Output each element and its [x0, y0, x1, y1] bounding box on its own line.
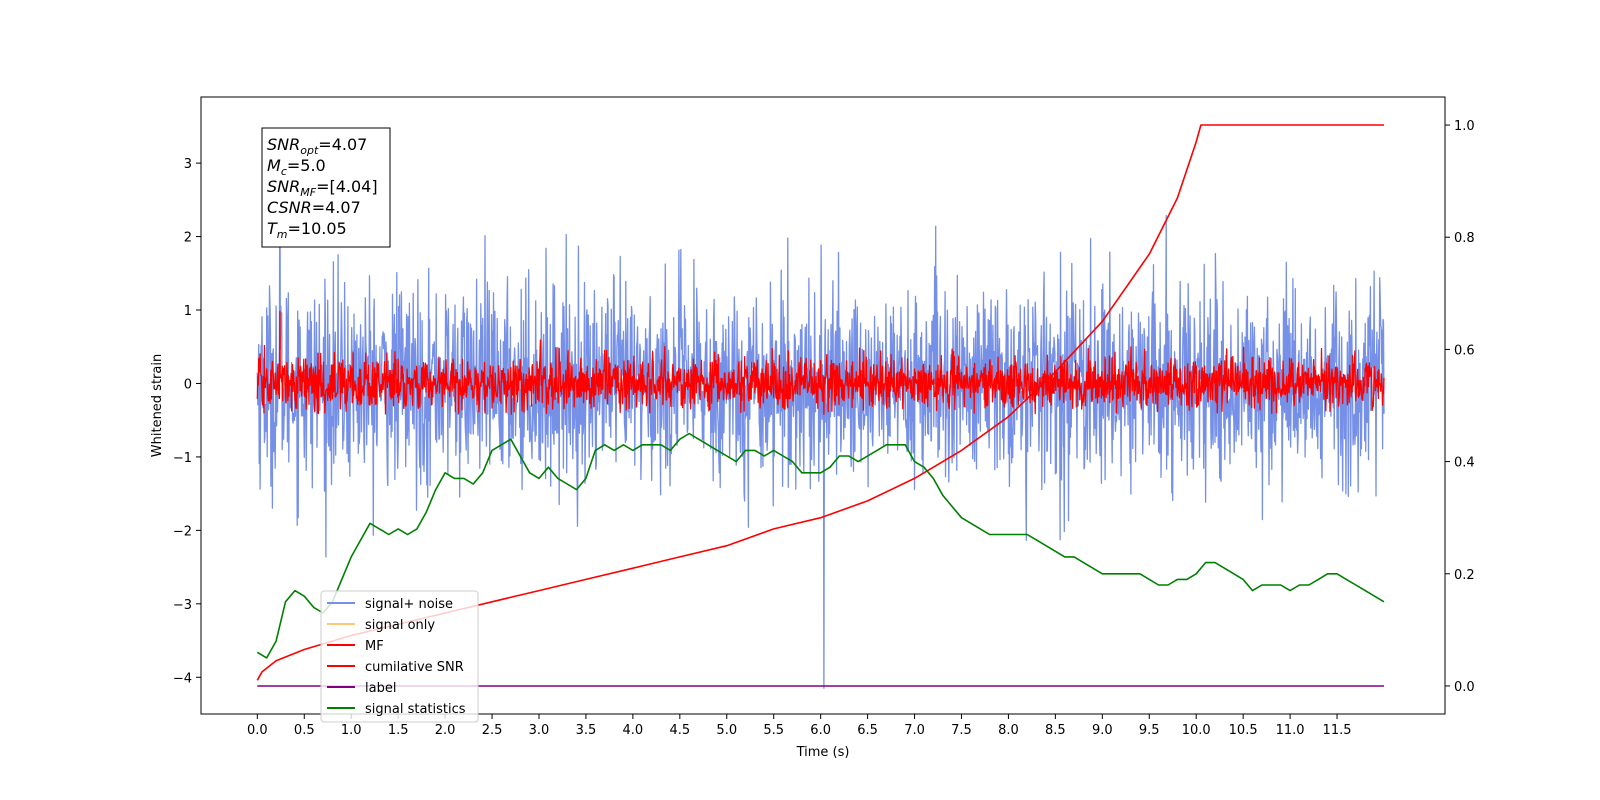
annotation-symbol: T [267, 219, 278, 238]
y-axis-title: Whitened strain [150, 354, 165, 457]
annotation-value: =4.07 [312, 198, 361, 217]
y-right-tick-label: 0.2 [1454, 568, 1475, 583]
annotation-symbol: CSNR [267, 198, 312, 217]
y-right-tick-label: 1.0 [1454, 119, 1475, 134]
y-left-tick-label: −3 [173, 598, 192, 613]
y-right-tick-label: 0.8 [1454, 231, 1475, 246]
annotation-symbol: SNR [267, 177, 300, 196]
annotation-line: Tm=10.05 [267, 219, 347, 241]
x-tick-label: 0.0 [247, 723, 268, 738]
y-left-tick-label: 3 [184, 157, 192, 172]
x-tick-label: 7.0 [904, 723, 925, 738]
x-tick-label: 2.5 [482, 723, 503, 738]
x-tick-label: 11.0 [1276, 723, 1305, 738]
x-axis-title: Time (s) [796, 745, 850, 760]
annotation-subscript: opt [300, 144, 319, 157]
legend-label: cumilative SNR [365, 660, 464, 675]
x-tick-label: 10.5 [1229, 723, 1258, 738]
x-tick-label: 8.5 [1045, 723, 1066, 738]
legend-label: label [365, 681, 396, 696]
annotation-line: SNRopt=4.07 [267, 135, 367, 157]
y-right-tick-label: 0.4 [1454, 456, 1475, 471]
y-left-tick-label: −1 [173, 451, 192, 466]
annotation-subscript: MF [300, 186, 316, 199]
y-left-tick-label: −4 [173, 671, 192, 686]
annotation-line: CSNR=4.07 [267, 198, 361, 217]
annotation-line: SNRMF=[4.04] [267, 177, 378, 199]
annotation-symbol: M [267, 156, 281, 175]
legend-label: signal+ noise [365, 597, 453, 612]
annotation-subscript: m [277, 228, 288, 241]
annotation-value: =[4.04] [316, 177, 378, 196]
x-tick-label: 4.0 [623, 723, 644, 738]
y-left-tick-label: 2 [184, 231, 192, 246]
x-tick-label: 2.0 [435, 723, 456, 738]
legend-frame [320, 590, 479, 723]
y-left-tick-label: 0 [184, 377, 192, 392]
x-tick-label: 9.0 [1092, 723, 1113, 738]
x-tick-label: 6.5 [857, 723, 878, 738]
x-tick-label: 6.0 [810, 723, 831, 738]
annotation-symbol: SNR [267, 135, 300, 154]
series-mf [256, 310, 1385, 415]
x-tick-label: 9.5 [1139, 723, 1160, 738]
y-left-tick-label: 1 [184, 304, 192, 319]
axes-layer: 0.0 0.5 1.0 1.5 2.0 2.5 3.0 3.5 4.0 4.5 5.0 5.5 6.0 6… [150, 96, 1475, 760]
series-signal-statistics [256, 432, 1385, 659]
annotation-subscript: c [281, 165, 287, 178]
x-tick-label: 4.5 [669, 723, 690, 738]
y-left-tick-label: −2 [173, 524, 192, 539]
annotation-frame [261, 127, 391, 248]
annotation-value: =4.07 [318, 135, 367, 154]
legend-label: signal statistics [365, 702, 466, 717]
x-tick-label: 5.0 [716, 723, 737, 738]
x-tick-label: 11.5 [1323, 723, 1352, 738]
y-right-tick-label: 0.6 [1454, 343, 1475, 358]
x-tick-label: 3.0 [529, 723, 550, 738]
legend: signal+ noise signal only MF cumilative SNR… [320, 590, 479, 723]
x-tick-label: 10.0 [1182, 723, 1211, 738]
annotation-value: =10.05 [288, 219, 347, 238]
x-tick-label: 1.5 [388, 723, 409, 738]
y-right-tick-label: 0.0 [1454, 680, 1475, 695]
annotation-box: SNRopt=4.07Mc=5.0SNRMF=[4.04]CSNR=4.07Tm… [261, 127, 391, 248]
x-tick-label: 7.5 [951, 723, 972, 738]
annotation-line: Mc=5.0 [267, 156, 326, 178]
legend-label: MF [365, 639, 384, 654]
x-tick-label: 3.5 [576, 723, 597, 738]
annotation-value: =5.0 [287, 156, 326, 175]
x-tick-label: 1.0 [341, 723, 362, 738]
x-tick-label: 0.5 [294, 723, 315, 738]
x-tick-label: 5.5 [763, 723, 784, 738]
x-tick-label: 8.0 [998, 723, 1019, 738]
legend-label: signal only [365, 618, 435, 633]
plot-frame [200, 96, 1446, 715]
